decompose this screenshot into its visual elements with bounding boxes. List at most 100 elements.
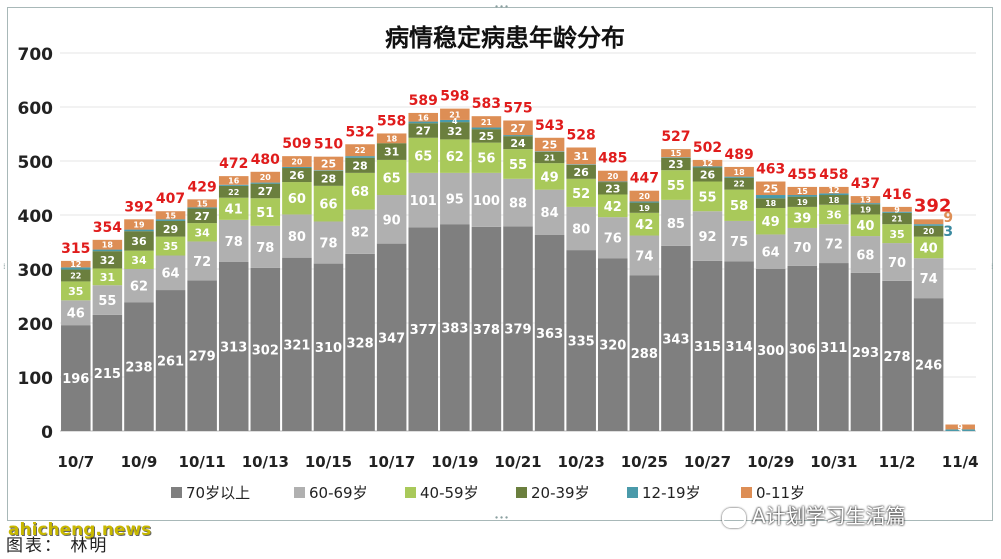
bar-segment (376, 159, 407, 196)
bar-segment (282, 214, 312, 258)
legend-swatch (516, 487, 527, 498)
bar-value-label: 35 (68, 285, 83, 298)
bar-value-label: 4 (452, 117, 458, 126)
bar-value-label: 74 (635, 249, 653, 264)
bar-total-label: 543 (535, 118, 564, 134)
bar-total-label: 458 (819, 167, 848, 183)
bar-total-label: 583 (472, 96, 501, 112)
bar-segment (187, 199, 217, 208)
bar-value-label: 18 (102, 241, 114, 250)
bar-segment (629, 190, 660, 202)
bar-segment (345, 172, 375, 210)
bar-total-label: 472 (219, 156, 248, 172)
bar-value-label: 12 (70, 260, 81, 269)
bar-segment (92, 249, 123, 252)
bar-segment (913, 224, 944, 226)
x-axis: 10/7 10/9 10/11 10/13 10/15 10/17 10/19 10/21 10… (57, 453, 978, 471)
bar-value-label: 21 (449, 110, 461, 119)
bar-value-label: 343 (662, 332, 689, 347)
bars (61, 108, 975, 431)
bar-value-label: 302 (252, 343, 279, 358)
bar-segment (92, 268, 123, 286)
bar-segment (566, 147, 596, 165)
bar-segment (187, 223, 217, 242)
bar-value-label: 68 (351, 185, 369, 200)
bar-segment (787, 186, 818, 196)
bar-segment (629, 235, 660, 276)
bar-value-label: 306 (789, 342, 816, 357)
bar-total-label: 489 (724, 147, 753, 163)
resize-handle-left[interactable]: ⁞ (3, 262, 6, 271)
bar-value-label: 101 (410, 194, 437, 209)
bar-value-label: 60 (288, 192, 306, 207)
bar-value-label: 261 (157, 354, 184, 369)
x-tick-label: 10/31 (810, 453, 857, 471)
bar-value-label: 62 (130, 280, 148, 295)
bar-segment (629, 201, 660, 203)
bar-segment (787, 195, 818, 197)
bar-segment (850, 236, 881, 273)
bar-segment (629, 212, 660, 236)
resize-handle-right[interactable]: ⁞ (991, 262, 994, 271)
bar-value-label: 66 (319, 198, 337, 213)
bar-value-label: 51 (256, 206, 274, 221)
bar-segment (61, 325, 91, 431)
bar-total-label: 392 (124, 199, 153, 215)
bar-segment (597, 217, 628, 259)
resize-handle-top[interactable]: ∙∙∙ (494, 2, 510, 11)
bar-value-label: 20 (607, 172, 619, 181)
bar-value-label: 3 (957, 426, 963, 435)
bar-segment (913, 258, 944, 299)
bar-segment (755, 181, 786, 196)
bar-value-label: 78 (319, 236, 337, 251)
bar-segment (850, 214, 881, 237)
bar-value-label: 9 (943, 210, 953, 226)
bar-segment (724, 177, 754, 190)
bar-total-label: 558 (377, 113, 406, 129)
bar-segment (913, 219, 944, 225)
bar-total-label: 528 (567, 128, 596, 144)
bar-value-label: 25 (321, 158, 336, 171)
y-tick-label: 300 (18, 261, 54, 281)
bar-total-label: 392 (914, 195, 952, 216)
bar-segment (471, 129, 502, 143)
bar-value-label: 78 (225, 235, 243, 250)
bar-segment (282, 182, 312, 215)
bar-segment (471, 142, 502, 173)
bar-value-label: 22 (734, 180, 745, 189)
bar-value-label: 16 (228, 176, 240, 185)
bar-segment (724, 176, 754, 178)
bar-total-label: 575 (503, 101, 532, 117)
bar-segment (913, 298, 944, 431)
bar-segment (503, 226, 533, 431)
bar-segment (376, 133, 407, 144)
bar-segment (250, 171, 281, 183)
bar-value-label: 310 (315, 341, 342, 356)
bar-segment (92, 285, 123, 315)
bar-value-label: 27 (194, 210, 209, 223)
bar-value-label: 55 (667, 179, 685, 194)
bar-value-label: 363 (536, 327, 563, 342)
bar-value-label: 15 (797, 187, 809, 196)
bar-segment (913, 225, 944, 237)
bar-segment (597, 194, 628, 218)
x-tick-label: 10/23 (558, 453, 605, 471)
resize-handle-bottom[interactable]: ∙∙∙ (494, 513, 510, 522)
bar-value-label: 320 (599, 339, 626, 354)
bar-segment (250, 225, 281, 268)
bar-value-label: 379 (504, 323, 531, 338)
bar-value-label: 36 (131, 235, 147, 248)
bar-value-label: 215 (94, 367, 121, 382)
bar-segment (724, 220, 754, 262)
bar-segment (661, 149, 691, 158)
bar-segment (313, 185, 344, 222)
y-tick-label: 500 (18, 153, 54, 173)
bar-segment (692, 159, 723, 167)
bar-value-label: 55 (509, 158, 527, 173)
bar-segment (661, 199, 691, 246)
bar-total-label: 407 (156, 191, 185, 207)
bar-total-label: 416 (882, 187, 911, 203)
bar-segment (629, 202, 660, 213)
bar-segment (408, 121, 439, 124)
